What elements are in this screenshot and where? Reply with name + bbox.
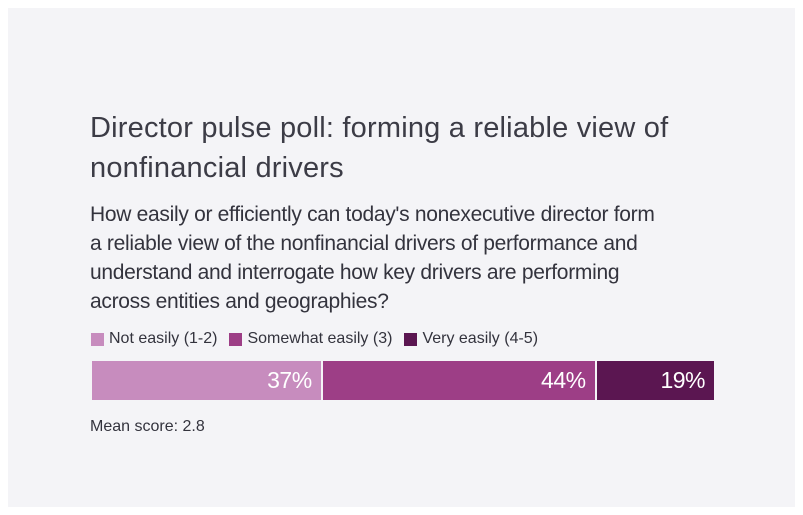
bar-segment-value: 37% bbox=[267, 367, 312, 393]
legend-swatch-icon bbox=[91, 332, 104, 346]
legend-label: Very easily (4-5) bbox=[422, 330, 539, 347]
legend-label: Somewhat easily (3) bbox=[247, 330, 393, 347]
legend-item-0: Not easily (1-2) bbox=[91, 330, 217, 348]
legend-label: Not easily (1-2) bbox=[109, 330, 218, 347]
bar-segment-0: 37% bbox=[92, 361, 321, 400]
stacked-bar: 37% 44% 19% bbox=[92, 361, 714, 400]
chart-question: How easily or efficiently can today's no… bbox=[90, 203, 655, 313]
legend: Not easily (1-2) Somewhat easily (3) Very … bbox=[91, 330, 538, 348]
bar-segment-value: 44% bbox=[541, 367, 586, 393]
bar-segment-2: 19% bbox=[596, 361, 714, 400]
chart-title: Director pulse poll: forming a reliable … bbox=[90, 112, 669, 184]
legend-swatch-icon bbox=[404, 332, 418, 346]
legend-swatch-icon bbox=[229, 332, 243, 346]
bar-segment-1: 44% bbox=[322, 361, 595, 400]
legend-item-2: Very easily (4-5) bbox=[404, 330, 538, 348]
mean-score: Mean score: 2.8 bbox=[90, 418, 205, 435]
chart-panel: Director pulse poll: forming a reliable … bbox=[8, 8, 795, 507]
legend-item-1: Somewhat easily (3) bbox=[229, 330, 392, 348]
bar-segment-value: 19% bbox=[660, 367, 705, 393]
